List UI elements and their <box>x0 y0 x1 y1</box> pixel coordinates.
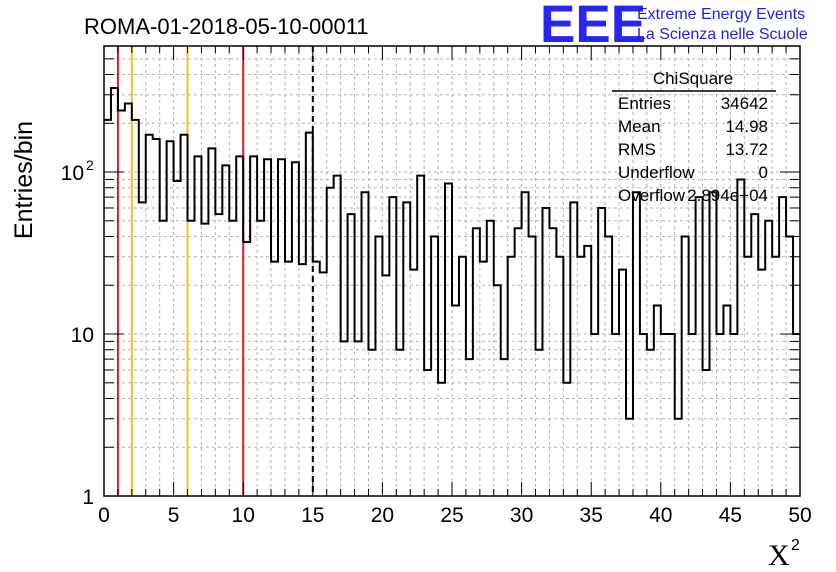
x-tick-label: 10 <box>232 504 255 527</box>
axis-ticks <box>103 45 801 497</box>
x-tick-label: 20 <box>371 504 394 527</box>
stats-row-value: 13.72 <box>725 140 768 159</box>
stats-row-label: Mean <box>618 117 661 136</box>
x-tick-label: 45 <box>719 504 742 527</box>
x-tick-label: 40 <box>649 504 672 527</box>
chart-title: ROMA-01-2018-05-10-00011 <box>84 14 369 39</box>
stats-row-value: 2.894e+04 <box>687 186 768 205</box>
x-axis-title: X 2 <box>768 537 800 572</box>
stats-box-title: ChiSquare <box>653 69 733 88</box>
y-tick-label: 10 <box>61 162 84 185</box>
logo-line-2: La Scienza nelle Scuole <box>637 26 808 43</box>
y-axis-title: Entries/bin <box>10 121 38 239</box>
x-tick-label: 30 <box>510 504 533 527</box>
stats-row-label: RMS <box>618 140 656 159</box>
y-tick-label-superscript: 2 <box>86 157 94 173</box>
eee-logo: EEE Extreme Energy Events La Scienza nel… <box>540 0 808 54</box>
stats-box: ChiSquare Entries 34642 Mean 14.98 RMS 13.72 U… <box>612 69 776 205</box>
x-tick-label: 35 <box>580 504 603 527</box>
stats-row-label: Entries <box>618 94 671 113</box>
stats-row-label: Underflow <box>618 163 695 182</box>
x-axis-title-superscript: 2 <box>791 537 800 554</box>
x-tick-labels: 0 5 10 15 20 25 30 35 40 45 50 <box>98 504 812 527</box>
x-tick-label: 0 <box>98 504 110 527</box>
logo-eee-text: EEE <box>540 0 646 54</box>
stats-row-value: 0 <box>759 163 768 182</box>
y-tick-label: 10 <box>71 324 94 347</box>
x-tick-label: 15 <box>301 504 324 527</box>
stats-box-rows: Entries 34642 Mean 14.98 RMS 13.72 Underflow 0 O… <box>618 94 768 205</box>
x-tick-label: 5 <box>168 504 180 527</box>
x-tick-label: 25 <box>440 504 463 527</box>
x-axis-title-text: X <box>768 539 790 572</box>
vertical-marker-lines <box>116 46 314 496</box>
stats-row-value: 14.98 <box>725 117 768 136</box>
histogram-series <box>104 87 800 420</box>
x-tick-label: 50 <box>788 504 811 527</box>
logo-line-1: Extreme Energy Events <box>637 6 805 23</box>
stats-row-label: Overflow <box>618 186 686 205</box>
y-tick-label: 1 <box>82 486 94 509</box>
stats-row-value: 34642 <box>721 94 768 113</box>
